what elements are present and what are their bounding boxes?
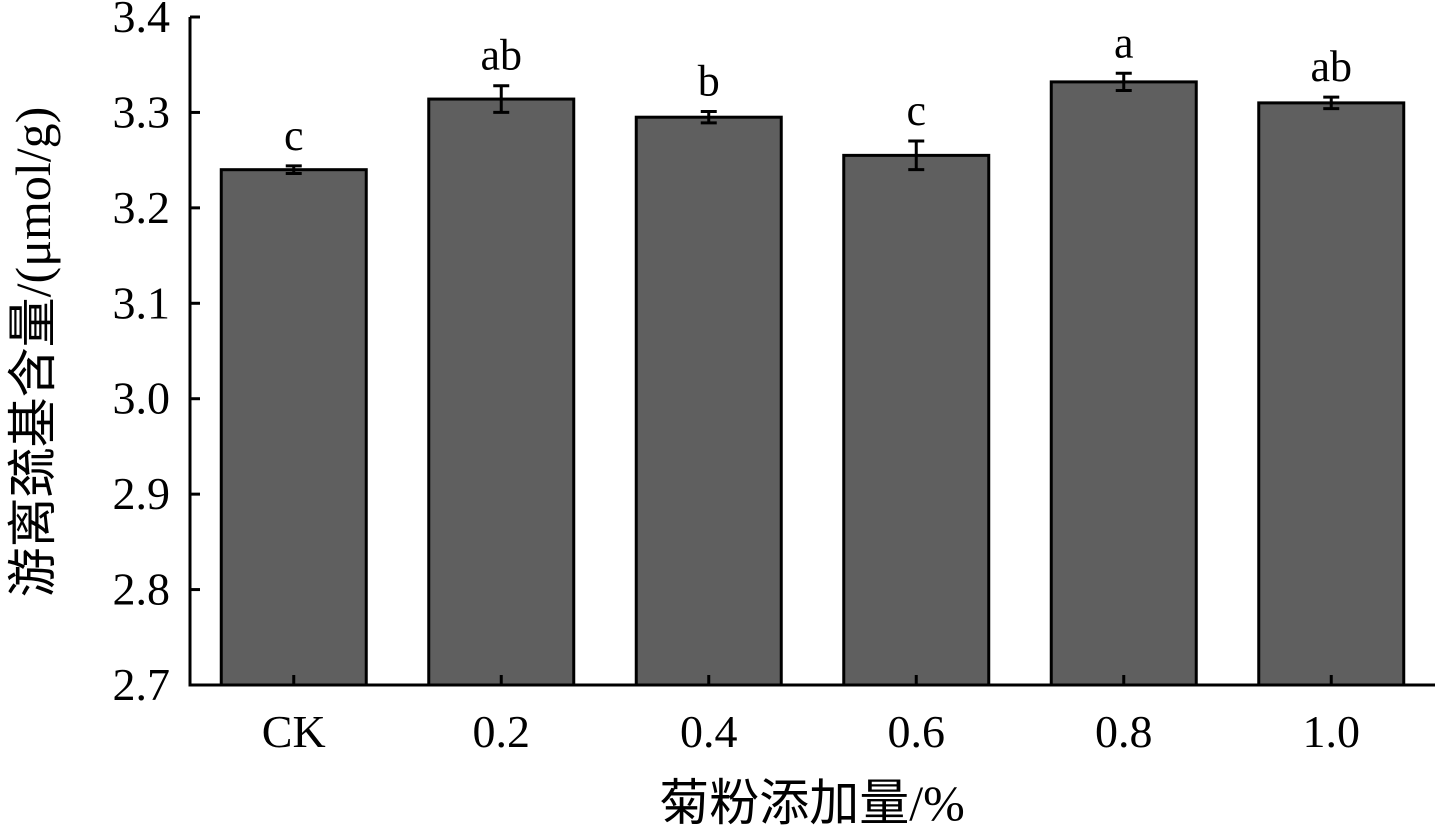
significance-label-0.8: a	[1114, 18, 1134, 67]
significance-label-1.0: ab	[1310, 42, 1352, 91]
x-tick-label-1.0: 1.0	[1303, 706, 1361, 757]
bar-0.8	[1051, 82, 1196, 685]
y-tick-label-3.0: 3.0	[113, 373, 171, 424]
y-tick-label-3.1: 3.1	[113, 277, 171, 328]
significance-label-0.2: ab	[480, 31, 522, 80]
y-axis-title: 游离巯基含量/(μmol/g)	[5, 107, 61, 598]
significance-label-0.6: c	[906, 86, 926, 135]
axes-layer	[189, 17, 1435, 687]
x-axis-title: 菊粉添加量/%	[659, 775, 965, 831]
bars-layer	[221, 82, 1404, 685]
bar-0.4	[636, 117, 781, 685]
significance-label-CK: c	[284, 111, 304, 160]
x-tick-label-0.4: 0.4	[680, 706, 738, 757]
y-tick-label-3.2: 3.2	[113, 182, 171, 233]
y-tick-label-3.4: 3.4	[113, 0, 171, 42]
significance-label-0.4: b	[698, 56, 720, 105]
bar-0.2	[429, 99, 574, 685]
x-tick-label-0.2: 0.2	[473, 706, 531, 757]
y-tick-label-2.7: 2.7	[113, 659, 171, 710]
y-tick-label-2.9: 2.9	[113, 468, 171, 519]
bar-1.0	[1259, 103, 1404, 685]
y-tick-label-2.8: 2.8	[113, 564, 171, 615]
bar-0.6	[844, 155, 989, 685]
x-tick-label-0.8: 0.8	[1095, 706, 1153, 757]
bar-CK	[221, 170, 366, 685]
x-tick-label-CK: CK	[262, 706, 326, 757]
x-tick-label-0.6: 0.6	[888, 706, 946, 757]
y-tick-label-3.3: 3.3	[113, 86, 171, 137]
